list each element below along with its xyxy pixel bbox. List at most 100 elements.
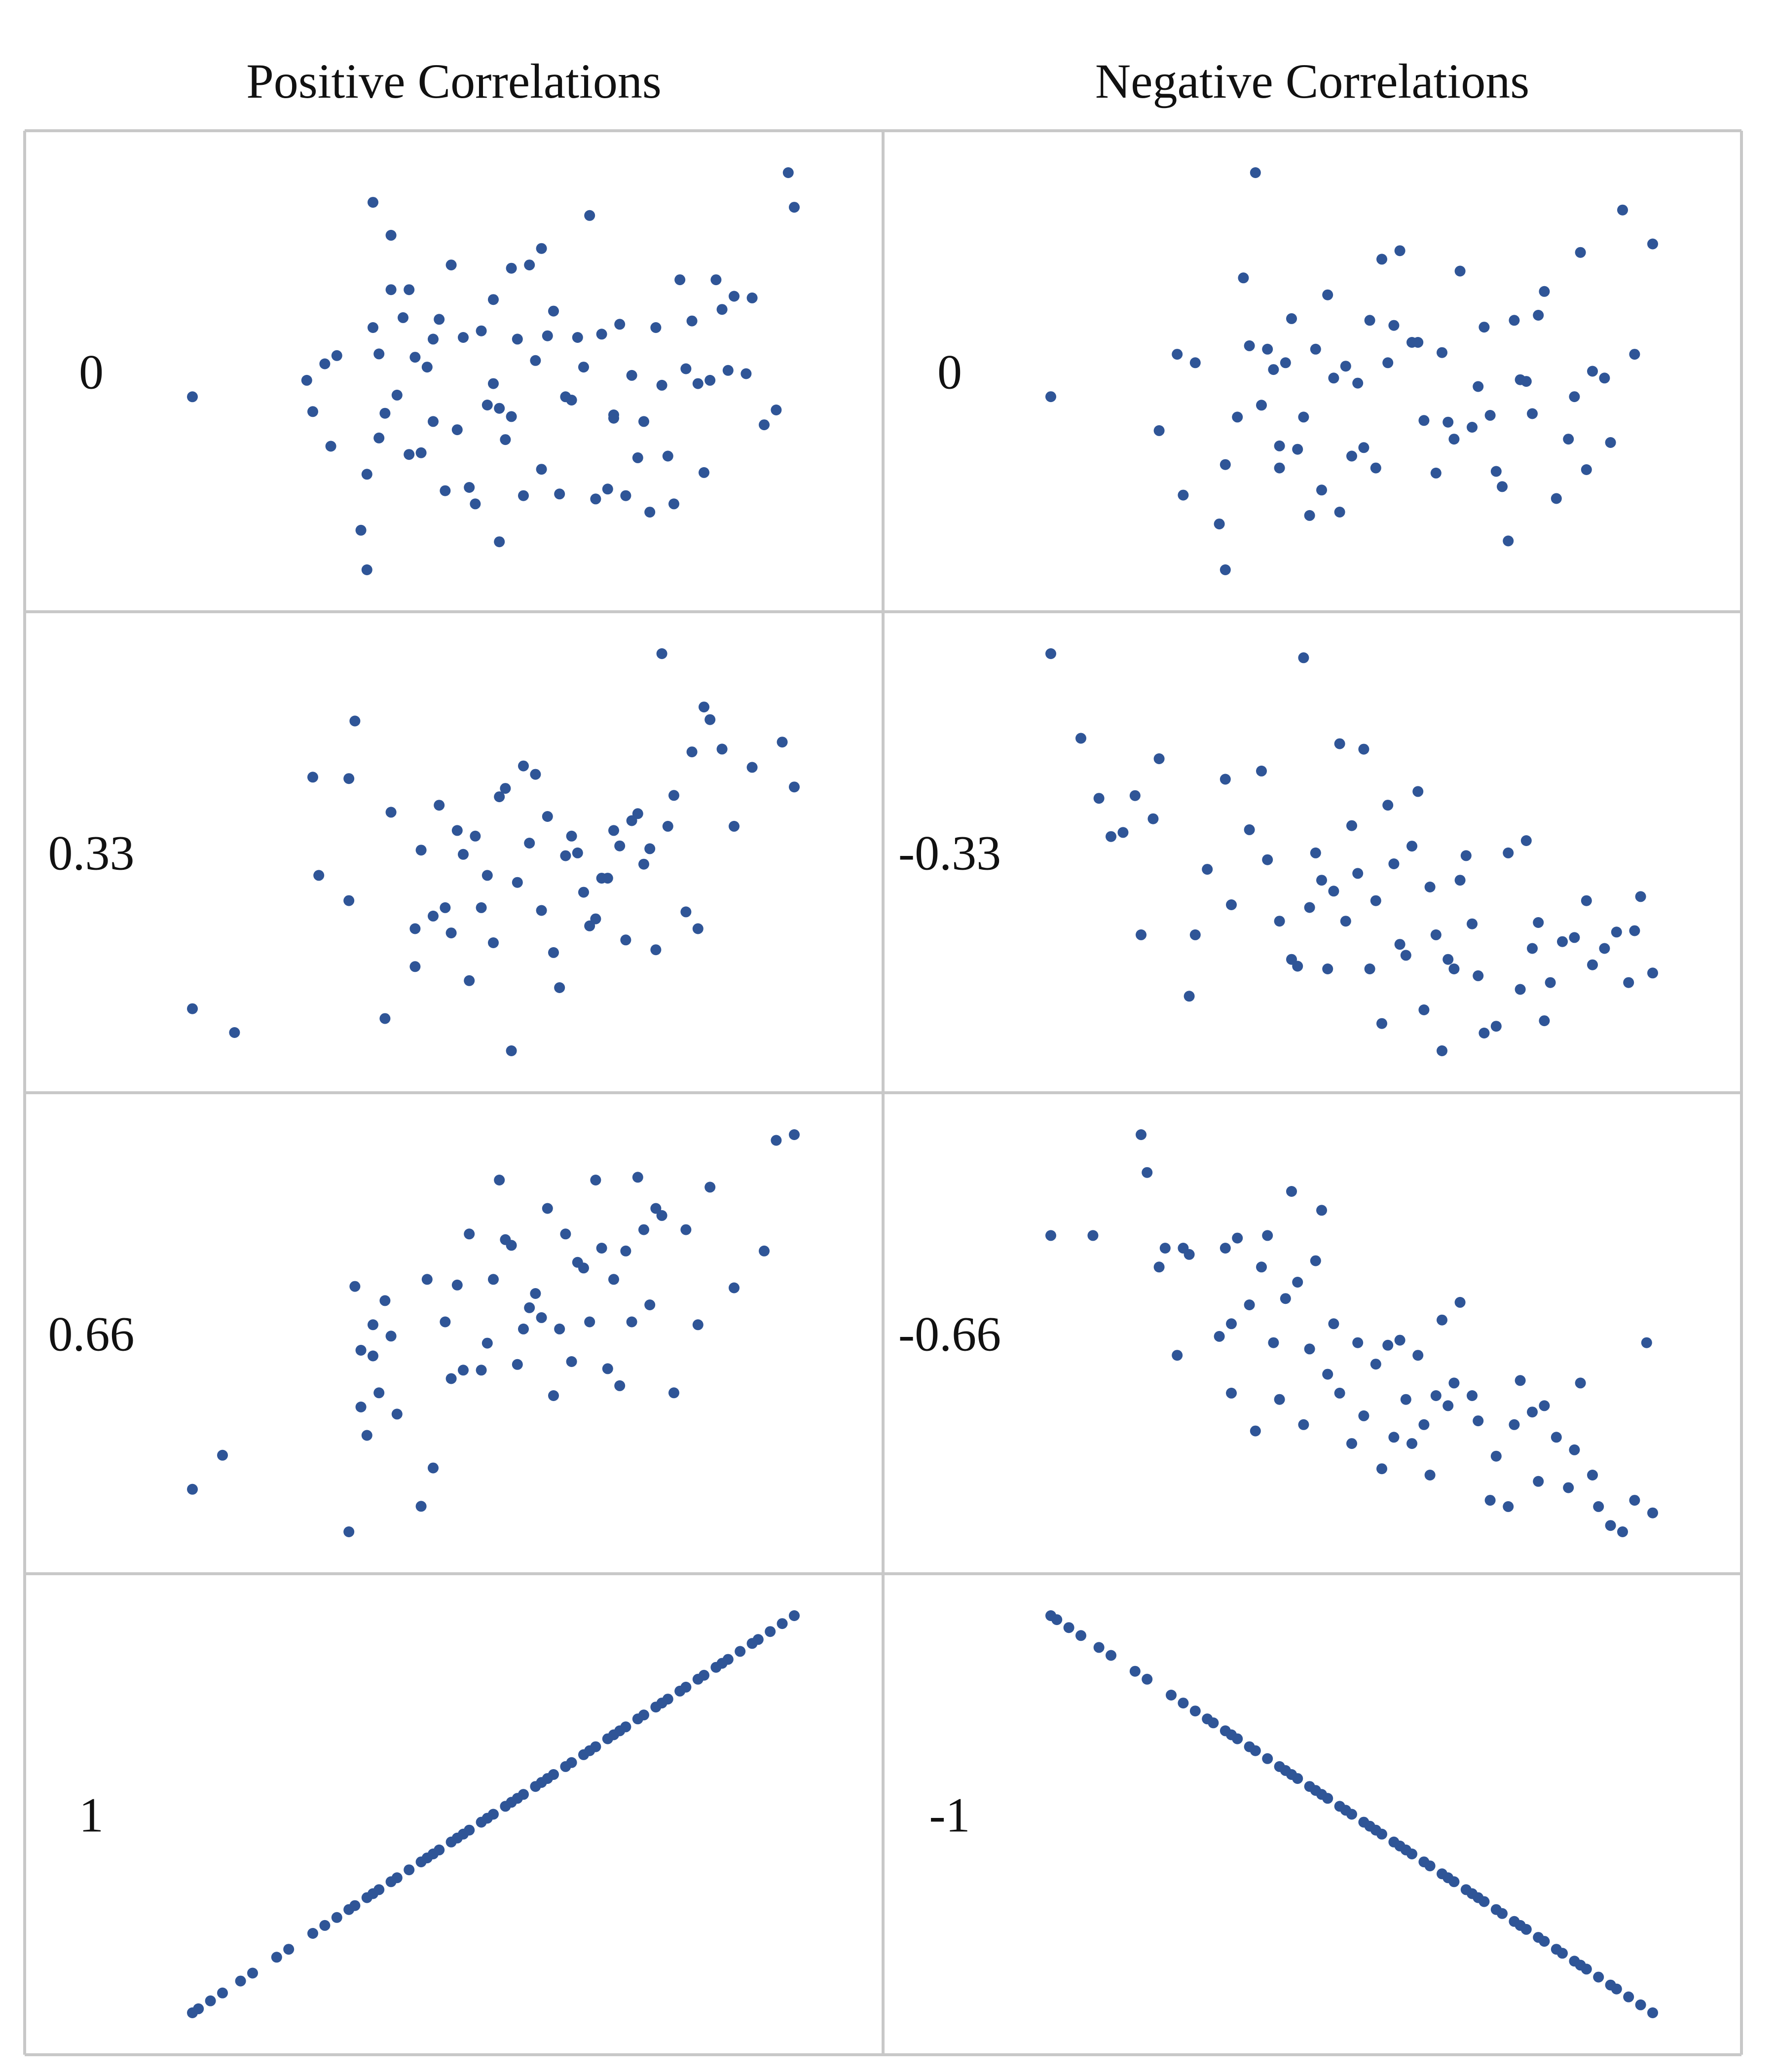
scatter-point [1322, 289, 1333, 300]
scatter-panel-negative-0: 0 [937, 167, 1658, 575]
scatter-point [578, 362, 589, 373]
scatter-point [1262, 854, 1273, 865]
scatter-point [1611, 1983, 1622, 1995]
scatter-point [1467, 1390, 1478, 1401]
scatter-point [518, 760, 529, 772]
scatter-point [746, 292, 758, 303]
scatter-point [494, 791, 505, 803]
scatter-point [301, 374, 312, 386]
scatter-point [1063, 1622, 1074, 1633]
scatter-point [1220, 774, 1231, 785]
scatter-point [1629, 349, 1640, 360]
scatter-point [1629, 925, 1640, 936]
scatter-point [331, 350, 342, 361]
scatter-point [373, 348, 385, 360]
scatter-point [1647, 238, 1658, 250]
scatter-point [349, 1281, 361, 1292]
scatter-point [1376, 1463, 1387, 1475]
scatter-point [445, 259, 457, 271]
scatter-point [1262, 1753, 1273, 1764]
scatter-point [440, 902, 451, 913]
scatter-point [404, 284, 415, 296]
scatter-point [229, 1027, 240, 1038]
scatter-point [608, 1274, 619, 1285]
scatter-point [662, 1694, 673, 1705]
scatter-point [1045, 1230, 1056, 1241]
scatter-point [319, 358, 331, 370]
scatter-point [1328, 372, 1339, 384]
scatter-point [638, 1709, 649, 1721]
scatter-point [512, 333, 523, 345]
scatter-point [656, 648, 667, 659]
scatter-point [373, 1387, 385, 1399]
scatter-point [578, 887, 589, 898]
scatter-point [398, 312, 408, 323]
scatter-point [1418, 1004, 1430, 1015]
scatter-point [789, 781, 800, 793]
scatter-point [668, 1387, 679, 1399]
scatter-panel-positive-2: 0.66 [48, 1129, 800, 1537]
scatter-point [506, 1045, 517, 1056]
scatter-point [1460, 850, 1472, 861]
scatter-point [1274, 440, 1285, 451]
scatter-point [518, 1323, 529, 1334]
scatter-point [777, 737, 788, 748]
scatter-point [1316, 484, 1327, 496]
scatter-point [1370, 1359, 1381, 1370]
scatter-point [620, 1245, 631, 1257]
scatter-point [1262, 1230, 1273, 1241]
scatter-point [1178, 1698, 1189, 1709]
scatter-point [1527, 943, 1538, 954]
scatter-point [1587, 1470, 1598, 1480]
scatter-point [458, 849, 469, 860]
scatter-point [488, 937, 499, 948]
scatter-point [1406, 841, 1417, 852]
scatter-point [385, 1331, 397, 1342]
scatter-point [1274, 1394, 1285, 1405]
scatter-point [421, 1274, 433, 1285]
scatter-point [1244, 1299, 1255, 1310]
scatter-point [632, 452, 643, 463]
scatter-point [1370, 895, 1381, 906]
scatter-point [1172, 1350, 1183, 1361]
scatter-point [470, 830, 481, 842]
scatter-point [548, 1769, 559, 1780]
scatter-point [1424, 1470, 1436, 1480]
scatter-point [1520, 376, 1532, 387]
scatter-point [566, 1757, 577, 1768]
scatter-point [1093, 1642, 1105, 1653]
scatter-point [1569, 1444, 1580, 1455]
scatter-point [506, 1240, 517, 1251]
scatter-point [343, 895, 355, 906]
scatter-point [1437, 1045, 1447, 1056]
scatter-point [1274, 916, 1285, 927]
scatter-panel-positive-1: 0.33 [48, 648, 800, 1056]
scatter-point [771, 405, 782, 415]
scatter-point [1454, 265, 1466, 277]
scatter-point [644, 843, 656, 854]
scatter-point [1136, 1129, 1147, 1140]
scatter-point [1328, 1318, 1339, 1330]
scatter-point [506, 411, 517, 422]
scatter-point [325, 441, 336, 452]
scatter-point [729, 291, 740, 302]
scatter-point [428, 416, 439, 427]
scatter-point [644, 1299, 656, 1310]
scatter-point [1346, 820, 1357, 831]
scatter-point [1232, 1733, 1243, 1744]
scatter-point [729, 820, 740, 832]
scatter-point [464, 975, 475, 986]
scatter-panel-negative-2: -0.66 [898, 1129, 1658, 1537]
scatter-point [686, 746, 698, 758]
scatter-point [1358, 442, 1369, 453]
scatter-point [1232, 411, 1243, 423]
scatter-point [355, 524, 367, 536]
scatter-point [542, 1203, 553, 1214]
scatter-point [1189, 929, 1201, 940]
scatter-point [1557, 1948, 1568, 1959]
scatter-point [1394, 245, 1406, 257]
scatter-point [494, 1175, 505, 1185]
scatter-point [638, 1224, 649, 1235]
scatter-point [536, 1312, 547, 1323]
